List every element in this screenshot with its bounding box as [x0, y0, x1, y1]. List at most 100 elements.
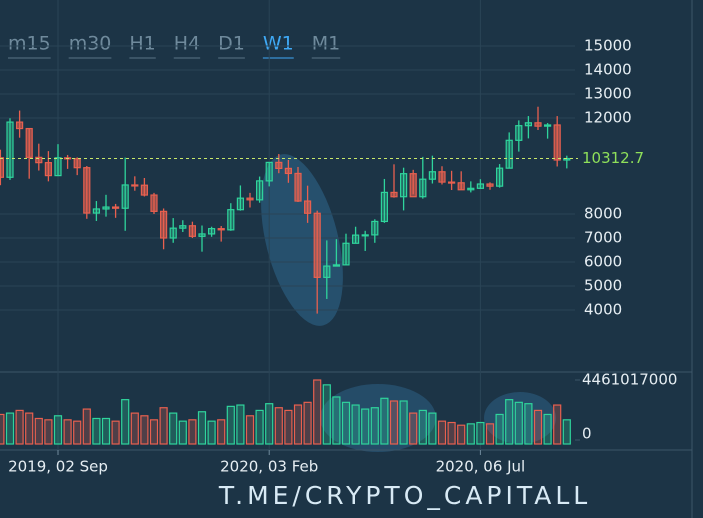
- volume-bar: [313, 379, 322, 445]
- candle-body: [553, 124, 561, 161]
- volume-bar: [514, 401, 523, 445]
- volume-bar: [149, 419, 159, 445]
- volume-bar: [562, 419, 571, 445]
- volume-bar: [274, 407, 283, 445]
- candle-body: [457, 182, 465, 191]
- volume-bar: [332, 396, 341, 445]
- timeframe-button[interactable]: H4: [174, 33, 200, 55]
- candle-body: [400, 173, 408, 198]
- candle-body: [0, 157, 5, 178]
- candle-body: [323, 265, 331, 278]
- candle-body: [160, 210, 168, 239]
- volume-bar: [130, 412, 139, 445]
- volume-bar: [255, 409, 264, 445]
- candle-body: [92, 208, 101, 214]
- timeframe-button[interactable]: D1: [218, 33, 245, 55]
- volume-bar: [437, 420, 447, 445]
- candle-body: [111, 206, 120, 209]
- volume-bar: [5, 412, 15, 445]
- volume-bar: [399, 400, 408, 445]
- volume-bar: [380, 397, 389, 445]
- y-tick-label: 5000: [584, 277, 622, 295]
- y-tick-label: 15000: [584, 37, 632, 55]
- candle-body: [198, 233, 206, 237]
- volume-bar: [351, 404, 360, 445]
- volume-tick-label: 4461017000: [582, 371, 677, 389]
- volume-bar: [418, 409, 427, 445]
- candle-body: [16, 121, 24, 130]
- volume-bar: [428, 412, 437, 445]
- candle-body: [121, 184, 129, 209]
- candle-body: [83, 167, 91, 214]
- candle-body: [256, 180, 264, 201]
- candle-body: [496, 167, 504, 187]
- volume-bar: [140, 415, 149, 445]
- y-tick-label: 12000: [584, 109, 632, 127]
- candle-body: [150, 194, 158, 212]
- volume-bar: [495, 413, 504, 445]
- volume-bar: [553, 404, 562, 445]
- candle-body: [54, 157, 62, 177]
- volume-bar: [101, 417, 111, 445]
- x-tick-label: 2020, 06 Jul: [436, 458, 526, 476]
- candle-body: [438, 171, 446, 183]
- candle-body: [217, 228, 225, 231]
- volume-bar: [188, 419, 197, 445]
- candle-body: [543, 124, 552, 127]
- volume-bar: [217, 419, 226, 445]
- timeframe-button[interactable]: m30: [69, 33, 112, 55]
- candle-body: [409, 173, 417, 198]
- timeframe-button[interactable]: W1: [263, 33, 294, 55]
- candle-body: [448, 181, 456, 184]
- candle-body: [44, 162, 53, 177]
- candle-body: [524, 122, 533, 127]
- candle-body: [284, 167, 292, 175]
- candle-body: [505, 139, 513, 169]
- watermark: T.ME/CRYPTO_CAPITALL: [218, 481, 591, 510]
- volume-bar: [524, 403, 533, 445]
- volume-bar: [409, 412, 418, 445]
- volume-bar: [25, 412, 34, 445]
- candle-body: [419, 178, 427, 198]
- candle-body: [371, 220, 379, 236]
- volume-bar: [284, 409, 293, 445]
- volume-bar: [303, 401, 312, 445]
- highlight: [261, 154, 343, 326]
- candle-body: [140, 184, 148, 196]
- volume-bar: [370, 407, 379, 445]
- candle-body: [208, 228, 216, 235]
- volume-bar: [0, 413, 5, 445]
- volume-bar: [265, 403, 274, 445]
- candle-body: [265, 161, 273, 182]
- candle-body: [313, 212, 321, 278]
- candle-body: [131, 184, 139, 187]
- volume-bar: [207, 420, 216, 445]
- volume-bar: [44, 419, 53, 445]
- timeframe-button[interactable]: M1: [312, 33, 340, 55]
- candle-body: [35, 156, 43, 164]
- y-tick-label: 7000: [584, 229, 622, 247]
- volume-bar: [543, 413, 552, 445]
- candle-body: [380, 191, 388, 223]
- candle-body: [361, 234, 369, 237]
- candle-body: [275, 161, 283, 169]
- volume-bar: [447, 421, 456, 445]
- timeframe-button[interactable]: H1: [129, 33, 155, 55]
- volume-bar: [53, 415, 63, 445]
- candle-body: [304, 200, 312, 214]
- y-tick-label: 14000: [584, 61, 632, 79]
- highlight: [484, 392, 556, 444]
- candle-body: [534, 122, 542, 127]
- candle-body: [428, 171, 436, 180]
- volume-bar: [73, 420, 82, 445]
- timeframe-button[interactable]: m15: [8, 33, 51, 55]
- x-tick-label: 2019, 02 Sep: [8, 458, 108, 476]
- volume-bar: [457, 424, 466, 445]
- candle-body: [294, 172, 302, 202]
- volume-bar: [178, 420, 187, 445]
- volume-bar: [476, 421, 485, 445]
- candle-body: [352, 234, 360, 244]
- y-tick-label: 4000: [584, 301, 622, 319]
- toolbar: m15 m30 H1 H4 D1 W1 M1: [8, 33, 341, 59]
